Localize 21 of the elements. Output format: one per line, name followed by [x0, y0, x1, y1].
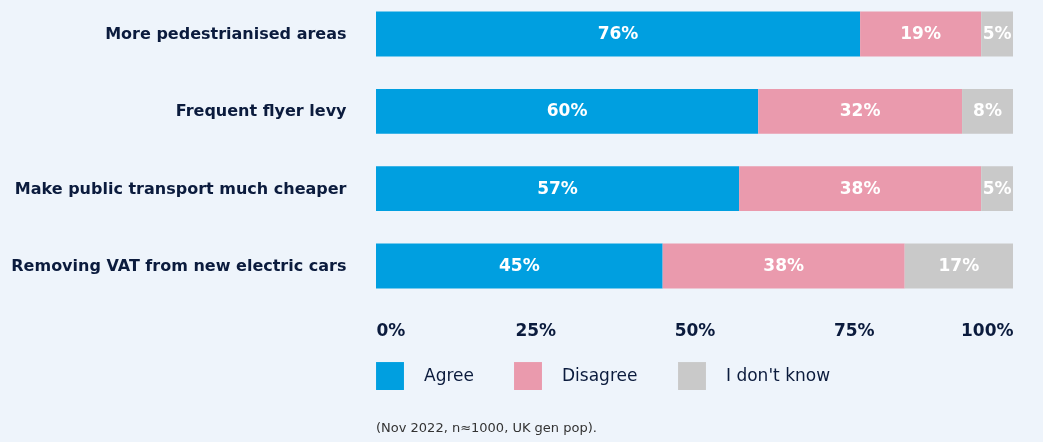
y-tick-label: Removing VAT from new electric cars: [11, 255, 347, 275]
data-label: 19%: [900, 23, 941, 44]
data-label: 45%: [498, 254, 540, 275]
text: (Nov 2022, n≈1000, UK gen pop).: [376, 420, 597, 435]
legend-label: Disagree: [562, 365, 638, 386]
data-label: 76%: [597, 23, 639, 44]
data-label: 60%: [546, 100, 588, 121]
data-label: 57%: [537, 177, 578, 198]
y-tick-label: Frequent flyer levy: [175, 101, 348, 121]
x-tick-label: 0%: [376, 319, 406, 340]
legend-label: I don't know: [726, 365, 831, 386]
legend-label: Agree: [424, 365, 474, 386]
x-tick-label: 75%: [833, 319, 875, 340]
x-tick-label: 100%: [960, 319, 1014, 340]
x-tick-label: 50%: [674, 319, 716, 340]
data-label: 38%: [839, 177, 881, 198]
data-label: 32%: [839, 100, 881, 121]
y-tick-label: Make public transport much cheaper: [14, 178, 347, 198]
data-label: 38%: [763, 254, 805, 275]
x-tick-label: 25%: [515, 319, 557, 340]
y-tick-label: More pedestrianised areas: [105, 24, 347, 44]
